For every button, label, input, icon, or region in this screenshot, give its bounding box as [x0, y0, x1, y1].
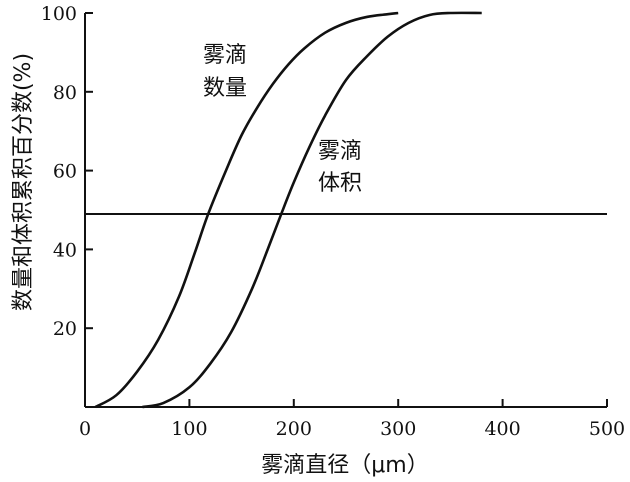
x-tick-label-3: 300: [380, 418, 416, 440]
series-group: [94, 11, 482, 409]
x-axis-title: 雾滴直径（μm）: [261, 453, 428, 478]
series-line-count: [94, 11, 399, 409]
y-axis-title: 数量和体积累积百分数(%): [11, 53, 36, 311]
y-tick-label-3: 80: [53, 82, 77, 104]
volume-label-line-1: 雾滴: [318, 139, 362, 164]
annotation-group: 雾滴 数量 雾滴 体积: [203, 43, 362, 196]
x-tick-label-5: 500: [589, 418, 625, 440]
y-tick-label-0: 20: [53, 318, 77, 340]
x-tick-label-2: 200: [276, 418, 312, 440]
x-tick-label-1: 100: [171, 418, 207, 440]
count-label-line-2: 数量: [203, 76, 247, 101]
count-label-line-1: 雾滴: [203, 43, 247, 68]
x-tick-label-0: 0: [79, 418, 91, 440]
axes: [84, 13, 607, 408]
x-tick-label-4: 400: [484, 418, 520, 440]
y-tick-label-2: 60: [53, 161, 77, 183]
series-line-volume: [142, 11, 482, 409]
y-tick-label-1: 40: [53, 239, 77, 261]
ticks: 0 100 200 300 400 500 20 40 60 80 100: [41, 3, 625, 440]
y-tick-label-4: 100: [41, 3, 77, 25]
volume-label-line-2: 体积: [318, 171, 362, 196]
